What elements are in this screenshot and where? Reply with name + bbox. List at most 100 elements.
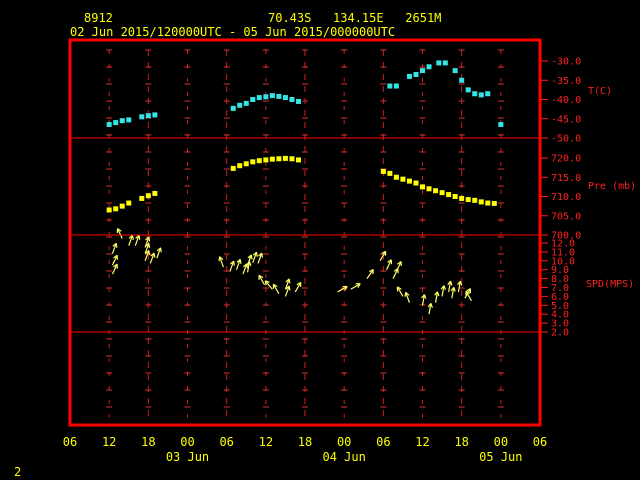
pressure-point xyxy=(139,195,145,201)
wind-arrow-head xyxy=(113,254,118,259)
temperature-point xyxy=(276,93,282,99)
wind-y-tick-label: 3.0 xyxy=(551,319,569,330)
wind-arrow-head xyxy=(285,278,290,283)
wind-arrow-shaft xyxy=(428,303,432,315)
wind-arrow-head xyxy=(404,292,407,297)
day-label: 05 Jun xyxy=(479,450,522,464)
wind-arrow-head xyxy=(447,280,451,286)
wind-arrow xyxy=(144,236,151,248)
wind-arrow-shaft xyxy=(235,259,241,270)
pressure-point xyxy=(491,200,497,206)
chart-grid xyxy=(106,49,504,418)
pressure-point xyxy=(126,200,132,206)
wind-arrow xyxy=(294,281,302,293)
wind-arrow-shaft xyxy=(252,252,258,263)
wind-y-tick-label: 4.0 xyxy=(551,310,569,321)
wind-axis-label: SPD(MPS) xyxy=(586,279,634,290)
x-tick-label: 00 xyxy=(494,435,508,449)
temperature-point xyxy=(250,97,256,102)
pressure-point xyxy=(145,193,151,199)
wind-y-tick-label: 11.0 xyxy=(551,247,575,258)
day-label: 04 Jun xyxy=(322,450,365,464)
pressure-point xyxy=(380,168,386,174)
wind-y-tick-label: 12.0 xyxy=(551,239,575,250)
x-tick-label: 06 xyxy=(376,435,390,449)
temperature-point xyxy=(413,71,419,77)
temperature-point xyxy=(237,102,243,108)
x-tick-label: 06 xyxy=(533,435,547,449)
wind-arrow-head xyxy=(148,250,151,256)
wind-arrow xyxy=(144,250,151,262)
wind-arrow-head xyxy=(405,291,410,296)
wind-arrow-head xyxy=(239,259,242,264)
wind-arrow xyxy=(111,263,118,275)
wind-arrow xyxy=(284,285,291,297)
temperature-point xyxy=(256,95,262,101)
wind-arrow xyxy=(386,259,393,270)
pressure-point xyxy=(106,207,112,213)
wind-arrow-head xyxy=(248,261,252,266)
wind-arrow-head xyxy=(466,288,471,292)
wind-arrow-head xyxy=(148,243,151,248)
wind-arrow xyxy=(264,280,273,290)
pressure-point xyxy=(263,157,269,163)
pressure-point xyxy=(393,174,399,180)
wind-arrow xyxy=(404,291,411,303)
x-tick-label: 06 xyxy=(219,435,233,449)
x-tick-label: 06 xyxy=(63,435,77,449)
wind-arrow-shaft xyxy=(434,291,439,303)
wind-arrow-head xyxy=(145,236,150,241)
pressure-y-tick-label: 700.0 xyxy=(551,231,581,242)
pressure-point xyxy=(465,197,471,203)
pressure-point xyxy=(295,157,301,163)
wind-y-tick-label: 7.0 xyxy=(551,283,569,294)
temperature-point xyxy=(465,87,471,93)
pressure-point xyxy=(413,180,419,186)
plot-frame xyxy=(68,38,542,427)
wind-arrow xyxy=(252,251,258,263)
temperature-y-tick-label: -30.0 xyxy=(551,57,581,68)
wind-arrow-shaft xyxy=(465,291,472,302)
wind-arrow-head xyxy=(434,291,438,296)
wind-arrow-shaft xyxy=(366,269,374,279)
pressure-point xyxy=(256,158,262,164)
pressure-point xyxy=(420,184,425,190)
wind-arrow xyxy=(434,291,440,303)
wind-arrow xyxy=(465,290,472,302)
wind-arrow-head xyxy=(236,258,241,263)
pressure-point xyxy=(459,195,465,201)
wind-arrow-head xyxy=(145,250,150,254)
wind-arrow xyxy=(350,283,361,290)
wind-arrow-head xyxy=(465,290,471,295)
wind-arrow-head xyxy=(449,280,453,286)
wind-y-tick-label: 8.0 xyxy=(551,274,569,285)
wind-arrow-head xyxy=(457,280,461,286)
wind-arrow-shaft xyxy=(350,283,361,290)
wind-arrow xyxy=(427,302,433,315)
x-tick-label: 18 xyxy=(454,435,468,449)
wind-arrow-head xyxy=(436,291,440,297)
wind-arrow-shaft xyxy=(457,281,461,293)
x-tick-label: 12 xyxy=(259,435,273,449)
wind-arrow-shaft xyxy=(246,261,251,273)
wind-arrow-head xyxy=(128,234,133,239)
wind-arrow-shaft xyxy=(229,260,235,272)
wind-arrow xyxy=(457,280,463,293)
wind-arrow-shaft xyxy=(284,278,290,290)
wind-arrow-head xyxy=(273,283,278,288)
pressure-point xyxy=(478,199,484,205)
wind-arrow-shaft xyxy=(257,252,263,264)
wind-arrow xyxy=(242,263,249,275)
wind-arrow xyxy=(396,286,404,297)
wind-arrow xyxy=(111,254,118,266)
wind-arrow xyxy=(229,260,235,272)
footer-page-number: 2 xyxy=(14,465,21,479)
pressure-point xyxy=(237,163,243,169)
wind-arrow-head xyxy=(397,286,402,290)
wind-arrow-head xyxy=(233,261,235,266)
wind-y-tick-label: 6.0 xyxy=(551,292,569,303)
wind-arrow xyxy=(134,234,141,246)
temperature-point xyxy=(442,60,448,66)
wind-arrow-shaft xyxy=(246,254,252,266)
pressure-y-tick-label: 715.0 xyxy=(551,173,581,184)
